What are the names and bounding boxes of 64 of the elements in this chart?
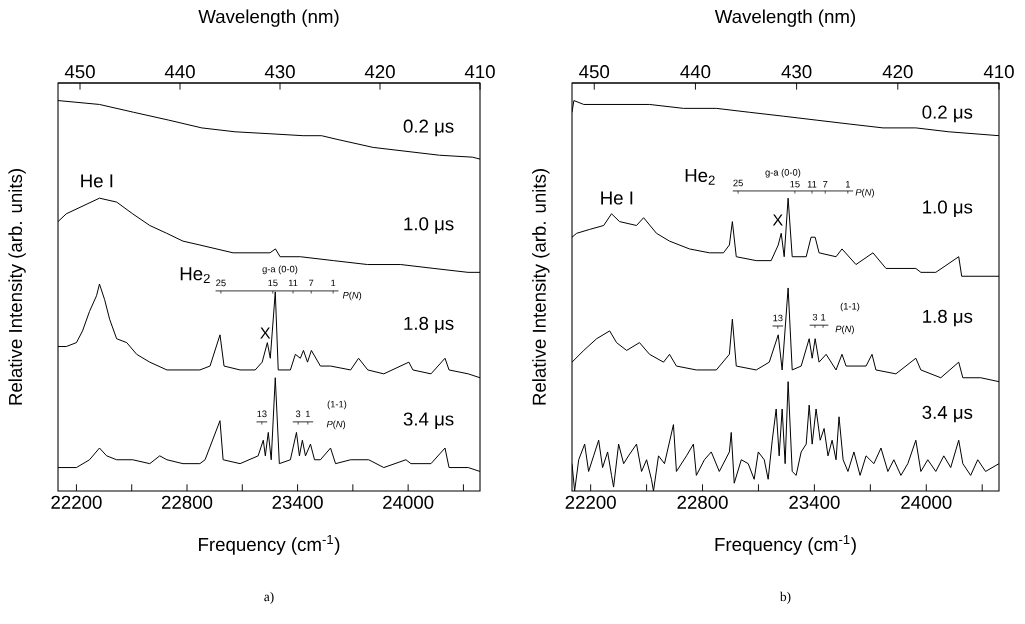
text: b) [779, 591, 791, 604]
annotation: g-a (0-0) [765, 168, 801, 178]
annotation: (1-1) [327, 400, 347, 410]
series-label: 1.0 μs [404, 217, 454, 234]
annotation: He I [601, 191, 633, 205]
series-label: 3.4 μs [403, 412, 454, 430]
x-tick-label: 24000 [901, 495, 952, 509]
x-tick-label: 22200 [51, 495, 102, 509]
annotation: 3 [812, 313, 818, 321]
annotation: 13 [773, 314, 783, 322]
text: a) [264, 591, 274, 604]
annotation: He I [81, 174, 113, 188]
annotation: P(N) [326, 420, 346, 430]
x2-axis-title: Wavelength (nm) [714, 9, 856, 27]
annotation: X [260, 327, 271, 339]
x-tick-label: 23400 [789, 495, 840, 509]
annotation: X [772, 214, 783, 226]
annotation: P(N) [835, 325, 854, 335]
annotation: 7 [823, 180, 828, 188]
annotation: 1 [821, 313, 826, 321]
annotation: 3 [295, 410, 301, 418]
series-label: 1.8 μs [404, 316, 454, 334]
text: 1.0 μs [923, 200, 973, 218]
y-axis-title: Relative Intensity (arb. units) [8, 169, 26, 405]
x2-tick-label: 430 [781, 65, 812, 79]
annotation: 15 [268, 279, 278, 287]
annotation: 25 [216, 279, 226, 287]
annotation: 1 [845, 180, 850, 188]
x2-axis-title: Wavelength (nm) [198, 9, 339, 27]
annotation: 1 [305, 410, 310, 418]
annotation: (1-1) [840, 302, 860, 312]
annotation: 1 [331, 279, 336, 287]
x2-tick-label: 440 [680, 65, 711, 79]
annotation: P(N) [342, 291, 362, 301]
annotation: 13 [257, 410, 267, 418]
x-tick-label: 22200 [565, 495, 616, 509]
x2-tick-label: 450 [579, 65, 610, 79]
annotation: He$_{2}$ [180, 267, 210, 284]
y-axis-title: Relative Intensity (arb. units) [532, 169, 550, 405]
x2-tick-label: 420 [364, 65, 395, 79]
annotation: g-a (0-0) [262, 265, 298, 275]
annotation: 15 [790, 180, 800, 188]
annotation: 7 [309, 279, 314, 287]
x2-tick-label: 410 [464, 65, 495, 79]
x-axis-title: Frequency (cm$^{-1}$) [715, 534, 856, 555]
series-label: 3.4 μs [922, 405, 973, 423]
annotation: He$_{2}$ [685, 168, 715, 185]
series-label: 0.2 μs [403, 119, 454, 137]
x2-tick-label: 440 [164, 65, 195, 79]
x2-tick-label: 450 [64, 65, 95, 79]
annotation: 25 [733, 179, 743, 187]
annotation: 11 [288, 279, 298, 287]
x-tick-label: 23400 [272, 495, 323, 509]
x2-tick-label: 410 [983, 65, 1014, 79]
x2-tick-label: 420 [882, 65, 913, 79]
series-label: 1.8 μs [923, 309, 973, 327]
annotation: P(N) [855, 188, 874, 198]
x-tick-label: 22800 [161, 495, 213, 509]
x-tick-label: 24000 [383, 495, 434, 509]
annotation: 11 [807, 180, 817, 188]
x-axis-title: Frequency (cm$^{-1}$) [199, 534, 340, 555]
series-label: 0.2 μs [922, 105, 973, 123]
x2-tick-label: 430 [264, 65, 295, 79]
x-tick-label: 22800 [677, 495, 728, 509]
